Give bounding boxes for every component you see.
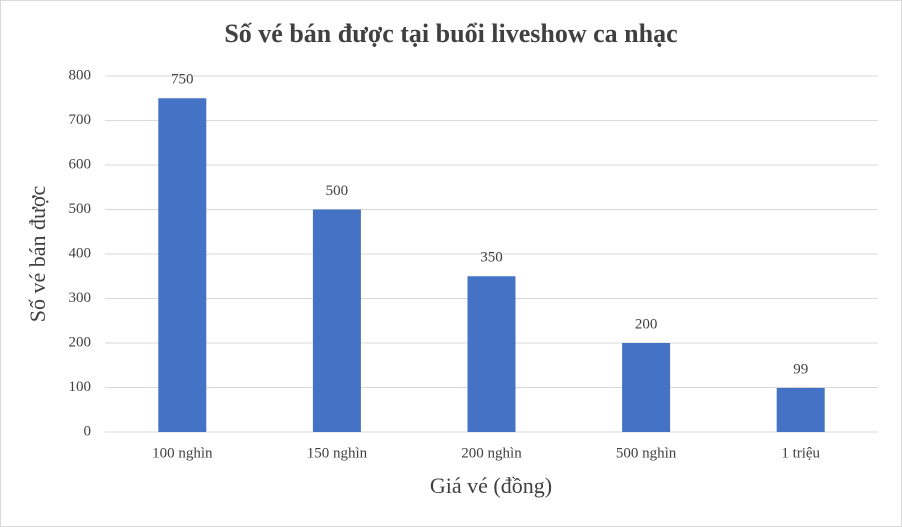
bar bbox=[776, 387, 825, 432]
bar bbox=[622, 343, 671, 432]
y-tick-label: 700 bbox=[69, 112, 92, 128]
x-tick-label: 200 nghìn bbox=[461, 445, 522, 461]
y-tick-label: 600 bbox=[69, 156, 92, 172]
x-tick-label: 150 nghìn bbox=[307, 445, 368, 461]
y-tick-label: 300 bbox=[69, 290, 92, 306]
bar bbox=[158, 98, 207, 432]
data-label: 750 bbox=[171, 72, 194, 88]
y-tick-label: 500 bbox=[69, 201, 92, 217]
x-tick-label: 100 nghìn bbox=[152, 445, 213, 461]
y-tick-label: 100 bbox=[69, 379, 92, 395]
y-tick-label: 400 bbox=[69, 245, 92, 261]
y-tick-label: 200 bbox=[69, 334, 92, 350]
y-axis-label: Số vé bán được bbox=[25, 185, 50, 322]
y-tick-label: 800 bbox=[69, 67, 92, 83]
y-tick-label: 0 bbox=[84, 423, 92, 439]
bar bbox=[467, 276, 516, 432]
data-label: 99 bbox=[793, 361, 808, 377]
x-tick-label: 1 triệu bbox=[781, 445, 820, 461]
data-label: 350 bbox=[480, 250, 503, 266]
data-label: 200 bbox=[635, 316, 658, 332]
x-tick-label: 500 nghìn bbox=[616, 445, 677, 461]
bar bbox=[312, 209, 361, 432]
chart-title: Số vé bán được tại buổi liveshow ca nhạc bbox=[224, 19, 677, 48]
data-label: 500 bbox=[326, 183, 349, 199]
x-axis-label: Giá vé (đồng) bbox=[430, 473, 552, 498]
